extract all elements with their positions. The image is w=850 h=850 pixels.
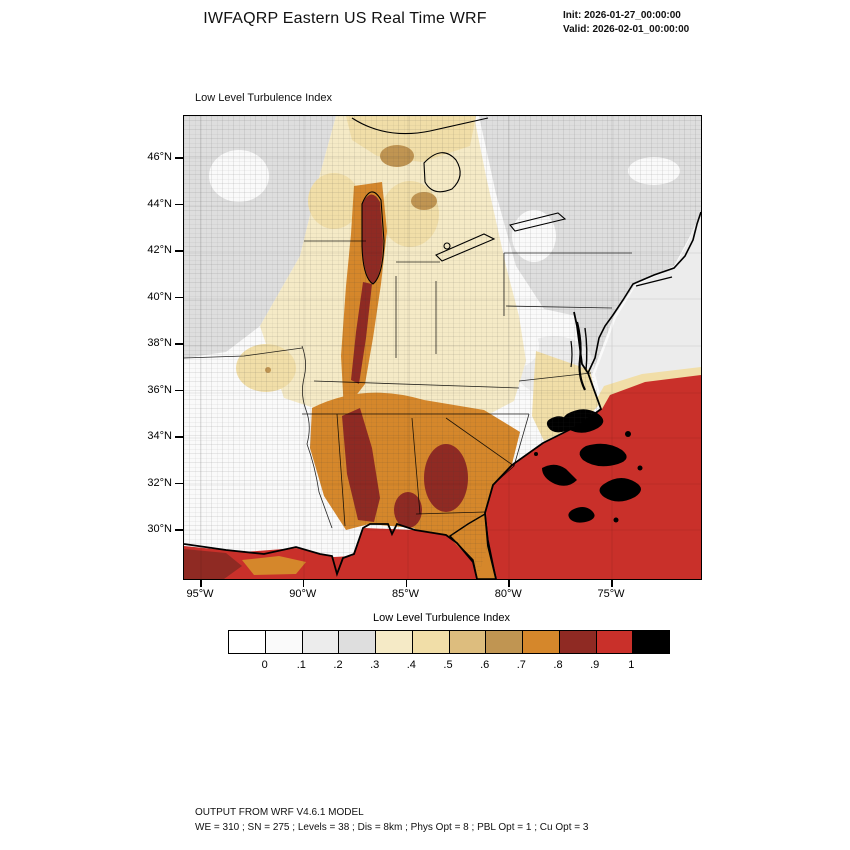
lat-label: 40°N bbox=[147, 290, 172, 303]
colorbar bbox=[228, 630, 670, 654]
lon-tick bbox=[302, 579, 305, 587]
latlon-grid bbox=[184, 116, 701, 579]
lat-tick bbox=[175, 157, 183, 159]
lon-tick bbox=[611, 579, 613, 587]
page-title: IWFAQRP Eastern US Real Time WRF bbox=[203, 10, 487, 27]
model-info: OUTPUT FROM WRF V4.6.1 MODEL WE = 310 ; … bbox=[195, 806, 588, 835]
colorbar-cell bbox=[523, 631, 560, 653]
lat-tick bbox=[175, 436, 183, 438]
map-canvas bbox=[183, 115, 702, 580]
lat-tick bbox=[175, 203, 183, 205]
lat-tick bbox=[175, 389, 183, 391]
lat-label: 46°N bbox=[147, 151, 172, 163]
lon-tick bbox=[508, 579, 510, 587]
lat-tick bbox=[175, 529, 183, 531]
lat-label: 38°N bbox=[147, 337, 172, 349]
init-time: Init: 2026-01-27_00:00:00 bbox=[563, 10, 681, 21]
model-config: WE = 310 ; SN = 275 ; Levels = 38 ; Dis … bbox=[195, 821, 589, 833]
colorbar-tick-label: .9 bbox=[590, 659, 600, 671]
colorbar-tick-label: 1 bbox=[628, 659, 635, 671]
colorbar-cell bbox=[376, 631, 413, 653]
colorbar-tick-label: .5 bbox=[443, 659, 453, 671]
lat-tick bbox=[175, 296, 183, 298]
turbulence-map-svg bbox=[184, 116, 701, 579]
lat-tick bbox=[175, 250, 183, 252]
colorbar-cell bbox=[412, 631, 450, 653]
lat-label: 42°N bbox=[147, 244, 172, 256]
lat-label: 30°N bbox=[147, 523, 172, 535]
lat-label: 44°N bbox=[147, 197, 172, 210]
colorbar-tick-label: .3 bbox=[370, 659, 380, 671]
lon-label: 85°W bbox=[391, 588, 420, 600]
colorbar-title: Low Level Turbulence Index bbox=[373, 612, 510, 624]
model-version: OUTPUT FROM WRF V4.6.1 MODEL bbox=[195, 807, 364, 818]
map-panel-title: Low Level Turbulence Index bbox=[195, 92, 332, 104]
colorbar-tick-label: .8 bbox=[553, 659, 563, 671]
lon-tick bbox=[405, 579, 407, 587]
colorbar-cell bbox=[559, 631, 597, 653]
lat-label: 34°N bbox=[147, 430, 172, 442]
lat-tick bbox=[175, 343, 183, 345]
colorbar-cell bbox=[596, 631, 634, 653]
lon-label: 80°W bbox=[494, 588, 522, 600]
lon-label: 95°W bbox=[186, 588, 214, 600]
state-borders bbox=[184, 240, 632, 529]
great-lakes-outlines bbox=[351, 117, 567, 285]
colorbar-cell bbox=[339, 631, 376, 653]
colorbar-tick-label: .4 bbox=[406, 659, 416, 671]
coastline bbox=[184, 211, 701, 579]
colorbar-tick-label: .1 bbox=[296, 659, 306, 671]
colorbar-tick-label: .6 bbox=[480, 659, 490, 671]
colorbar-cell bbox=[229, 631, 266, 653]
colorbar-cell bbox=[449, 631, 487, 653]
run-times: Init: 2026-01-27_00:00:00 Valid: 2026-02… bbox=[563, 9, 689, 37]
lat-tick bbox=[175, 482, 183, 484]
valid-time: Valid: 2026-02-01_00:00:00 bbox=[563, 24, 690, 35]
lat-label: 36°N bbox=[147, 383, 172, 396]
colorbar-cell bbox=[486, 631, 523, 653]
colorbar-cell bbox=[265, 631, 303, 653]
colorbar-cell bbox=[633, 631, 669, 653]
colorbar-cell bbox=[302, 631, 340, 653]
lon-label: 90°W bbox=[289, 588, 317, 600]
lon-tick bbox=[200, 579, 202, 587]
colorbar-tick-label: .2 bbox=[333, 659, 343, 671]
lat-label: 32°N bbox=[147, 476, 172, 489]
lon-label: 75°W bbox=[597, 588, 625, 600]
ocean-regions bbox=[184, 367, 701, 579]
colorbar-tick-label: 0 bbox=[261, 659, 268, 671]
colorbar-tick-label: .7 bbox=[516, 659, 526, 671]
